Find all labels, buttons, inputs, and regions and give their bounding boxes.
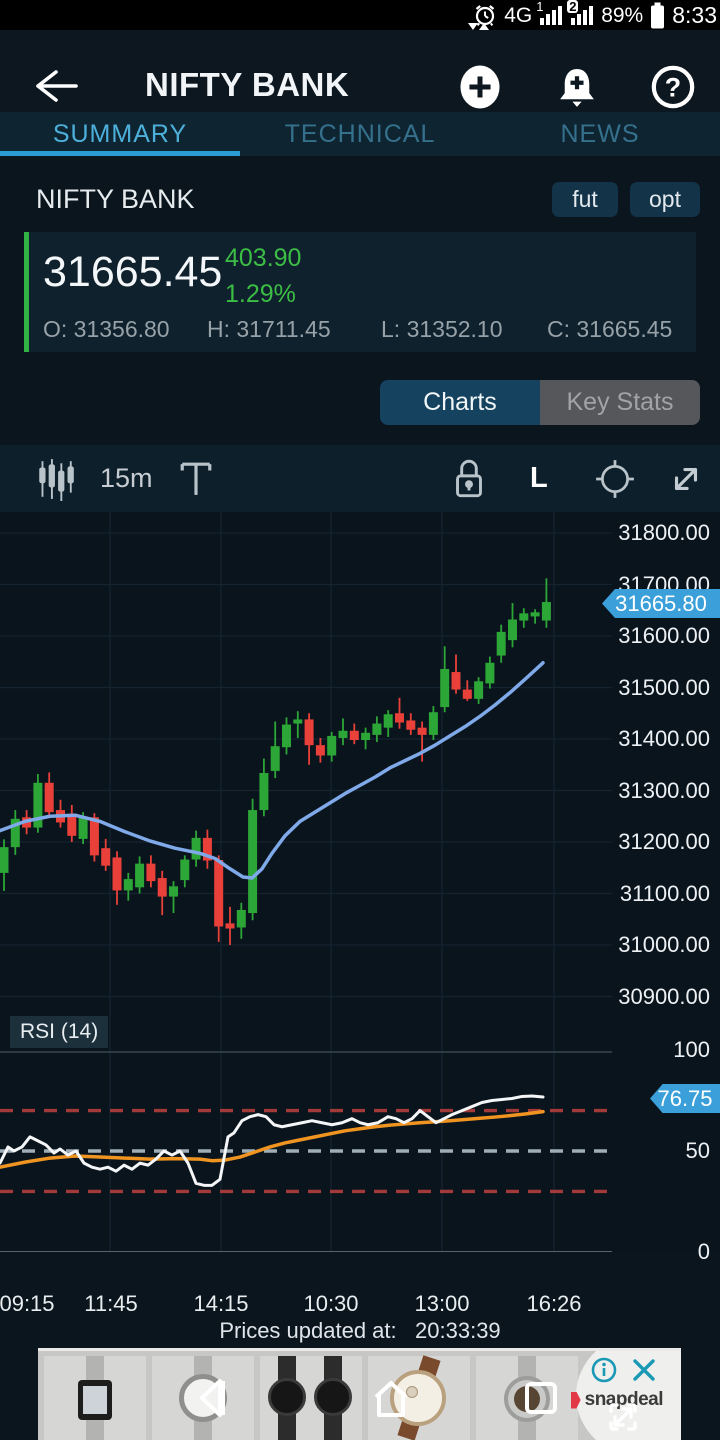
signal-sim2: 2 [567, 0, 594, 27]
sim2-badge: 2 [567, 0, 579, 14]
ad-banner[interactable]: snapdeal [38, 1348, 681, 1440]
android-back-icon[interactable] [190, 1375, 236, 1421]
fullscreen-icon[interactable] [666, 445, 706, 512]
chart-toolbar: 15m L [0, 445, 720, 512]
price-axis-label: 31200.00 [618, 829, 710, 854]
network-type: 4G [504, 3, 533, 27]
tab-technical[interactable]: TECHNICAL [284, 119, 436, 148]
rsi-axis-label: 50 [685, 1138, 710, 1163]
ad-logo-area: snapdeal [571, 1351, 681, 1440]
low-value: L: 31352.10 [381, 316, 503, 342]
high-value: H: 31711.45 [207, 316, 331, 342]
price-axis-label: 31400.00 [618, 726, 710, 751]
ad-product-image[interactable] [260, 1356, 362, 1440]
rsi-indicator-label[interactable]: RSI (14) [10, 1016, 109, 1048]
ad-product-image[interactable] [368, 1355, 470, 1440]
sim1-badge: 1 [536, 0, 544, 14]
crosshair-icon[interactable] [594, 445, 636, 512]
time-axis-label: 11:45 [84, 1291, 138, 1316]
ad-info-icon[interactable] [589, 1355, 619, 1385]
tab-summary[interactable]: SUMMARY [52, 119, 188, 148]
updated-time: 20:33:39 [415, 1318, 501, 1343]
ad-expand-icon[interactable] [605, 1399, 641, 1435]
signal-sim1: 1 [536, 0, 563, 27]
charts-toggle-button[interactable]: Charts [380, 380, 540, 425]
lock-icon[interactable] [450, 445, 488, 512]
ad-product-image[interactable] [44, 1356, 146, 1440]
last-price-tag: 31665.80 [602, 589, 720, 618]
time-axis-label: 10:30 [303, 1291, 359, 1316]
price-chart[interactable] [0, 512, 720, 1252]
data-activity-arrows-icon [468, 23, 489, 30]
price-axis-label: 31100.00 [619, 880, 710, 906]
signal-bars-icon [571, 6, 594, 25]
time-axis-label: 09:15 [0, 1291, 55, 1316]
price-axis-label: 31500.00 [618, 674, 710, 700]
status-bar: 4G 1 2 89% 8:33 [0, 0, 720, 30]
time-axis-label: 16:26 [526, 1291, 582, 1316]
tab-news[interactable]: NEWS [560, 119, 640, 148]
futures-button[interactable]: fut [552, 182, 618, 217]
open-value: O: 31356.80 [43, 316, 170, 342]
last-price: 31665.45 [43, 248, 223, 296]
battery-percent: 89% [601, 3, 644, 27]
price-axis-label: 31000.00 [618, 932, 710, 957]
add-to-watchlist-icon[interactable] [457, 64, 503, 110]
prices-updated-row: Prices updated at: 20:33:39 [0, 1318, 720, 1344]
chart-type-candles-icon[interactable] [34, 445, 78, 512]
help-icon[interactable]: ? [650, 64, 696, 110]
back-arrow-icon[interactable] [32, 68, 80, 104]
time-axis-label: 14:15 [193, 1291, 249, 1316]
price-change: 403.90 [225, 244, 302, 272]
price-change-percent: 1.29% [225, 280, 296, 308]
clock-time: 8:33 [672, 1, 717, 28]
symbol-name: NIFTY BANK [36, 184, 195, 214]
rsi-axis-label: 0 [697, 1239, 710, 1264]
price-axis-label: 31800.00 [618, 520, 710, 545]
active-tab-underline [0, 151, 240, 156]
time-axis-label: 13:00 [414, 1291, 470, 1316]
price-alert-bell-icon[interactable] [554, 64, 600, 110]
quote-card: 31665.45 403.90 1.29% O: 31356.80 H: 317… [24, 232, 696, 352]
close-value: C: 31665.45 [547, 316, 673, 342]
rsi-value-tag: 76.75 [650, 1084, 720, 1113]
view-toggle: Charts Key Stats [380, 380, 700, 425]
tab-bar: SUMMARY TECHNICAL NEWS [0, 112, 720, 156]
line-chart-toggle[interactable]: L [530, 462, 548, 494]
price-axis-label: 31600.00 [618, 623, 710, 648]
snapdeal-logo: snapdeal [571, 1389, 664, 1411]
snapdeal-mark-icon [571, 1391, 581, 1409]
rsi-axis-label: 100 [673, 1037, 710, 1062]
header: NIFTY BANK ? [0, 30, 720, 112]
options-button[interactable]: opt [630, 182, 700, 217]
updated-label: Prices updated at: [219, 1318, 397, 1343]
svg-text:?: ? [665, 73, 681, 103]
android-recents-icon[interactable] [520, 1377, 562, 1419]
battery-icon [651, 2, 665, 28]
page-title: NIFTY BANK [145, 66, 350, 103]
price-axis-label: 30900.00 [618, 983, 710, 1009]
candlestick-chart-canvas[interactable] [0, 512, 720, 1252]
signal-bars-icon [540, 6, 563, 25]
interval-selector[interactable]: 15m [100, 463, 153, 493]
key-stats-toggle-button[interactable]: Key Stats [540, 380, 700, 425]
android-home-icon[interactable] [368, 1375, 414, 1421]
text-tool-icon[interactable] [178, 445, 214, 512]
ad-close-icon[interactable] [629, 1355, 659, 1385]
price-axis-label: 31300.00 [618, 777, 710, 803]
